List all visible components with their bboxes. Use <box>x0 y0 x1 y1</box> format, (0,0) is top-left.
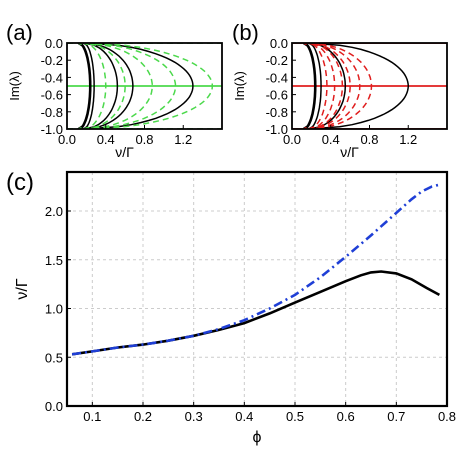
trunk-curve <box>77 43 92 129</box>
y-tick-label: -1.0 <box>266 122 288 137</box>
y-tick-label: -0.8 <box>41 105 63 120</box>
x-tick-label: 0.4 <box>235 409 253 424</box>
x-tick-label: 0.7 <box>387 409 405 424</box>
curve-dashed <box>83 43 126 129</box>
y-tick-label: 1.0 <box>45 302 63 317</box>
x-tick-label: 1.2 <box>399 132 417 147</box>
trunk-curve <box>302 43 317 129</box>
x-tick-label: 0.5 <box>286 409 304 424</box>
plot-area-c <box>71 183 441 356</box>
x-axis-label: ν/Γ <box>340 144 359 160</box>
y-tick-label: 0.0 <box>270 36 288 51</box>
curve-solid <box>308 43 410 129</box>
curve-dashed <box>308 43 373 129</box>
x-tick-label: 0.0 <box>58 132 76 147</box>
curve-solid <box>83 43 134 129</box>
y-axis-label: ν/Γ <box>14 278 31 299</box>
curve-dashed <box>83 43 214 129</box>
curve-solid <box>83 43 194 129</box>
curve-solid <box>308 43 347 129</box>
panel-c: (c) 0.1 0.2 0.3 0.4 0.5 0.6 0.7 0.8 0.0 0.5 1.0 1.5 2… <box>6 169 456 446</box>
x-tick-label: 0.4 <box>322 132 340 147</box>
y-axis-label: Im(λ) <box>232 71 247 101</box>
axes-frame-c <box>65 170 449 408</box>
y-tick-label: -0.8 <box>266 105 288 120</box>
y-axis-label: Im(λ) <box>7 71 22 101</box>
y-tick-label: -0.2 <box>41 53 63 68</box>
series-line-black <box>71 270 441 356</box>
panel-b: (b) 0.0 0.4 0.8 1.2 0.0 -0.2 -0.4 -0.6 -0.8 -1.0 ν/… <box>232 20 448 160</box>
y-tick-label: 0.5 <box>45 350 63 365</box>
y-tick-label: 0.0 <box>45 399 63 414</box>
plot-area-b <box>292 43 447 129</box>
y-tick-label: -1.0 <box>41 122 63 137</box>
x-tick-label: 0.2 <box>134 409 152 424</box>
panel-label-c: (c) <box>6 169 34 196</box>
y-tick-label: -0.4 <box>266 70 288 85</box>
curve-dashed <box>308 43 344 129</box>
y-tick-label: -0.4 <box>41 70 63 85</box>
panel-label-b: (b) <box>232 20 259 45</box>
curve-solid <box>308 43 322 129</box>
y-tick-label: -0.2 <box>266 53 288 68</box>
curve-dashed <box>308 43 361 129</box>
x-tick-label: 0.8 <box>438 409 456 424</box>
x-tick-label: 0.4 <box>97 132 115 147</box>
curve-dashed <box>308 43 328 129</box>
y-tick-label: -0.6 <box>266 88 288 103</box>
x-axis-label: ϕ <box>253 429 262 446</box>
y-tick-label: 0.0 <box>45 36 63 51</box>
curve-dashed <box>308 43 336 129</box>
curve-dashed <box>83 43 107 129</box>
y-tick-label: 1.5 <box>45 253 63 268</box>
panel-label-a: (a) <box>6 20 33 45</box>
curve-dashed <box>83 43 154 129</box>
x-tick-label: 1.2 <box>174 132 192 147</box>
x-tick-label: 0.0 <box>283 132 301 147</box>
y-tick-label: 2.0 <box>45 204 63 219</box>
curve-dashed <box>308 43 351 129</box>
curve-solid <box>83 43 119 129</box>
x-tick-label: 0.8 <box>360 132 378 147</box>
y-tick-label: -0.6 <box>41 88 63 103</box>
x-tick-label: 0.1 <box>83 409 101 424</box>
x-axis-label: ν/Γ <box>115 144 134 160</box>
x-tick-label: 0.8 <box>135 132 153 147</box>
x-tick-label: 0.3 <box>185 409 203 424</box>
series-line-blue <box>71 183 440 356</box>
curve-dashed <box>83 43 177 129</box>
x-tick-label: 0.6 <box>337 409 355 424</box>
curve-solid <box>83 43 95 129</box>
panel-a: (a) 0.0 0.4 0.8 1.2 0.0 -0.2 -0.4 -0.6 -0.8 -1.0 ν/… <box>6 20 223 160</box>
plot-area-a <box>67 43 222 129</box>
